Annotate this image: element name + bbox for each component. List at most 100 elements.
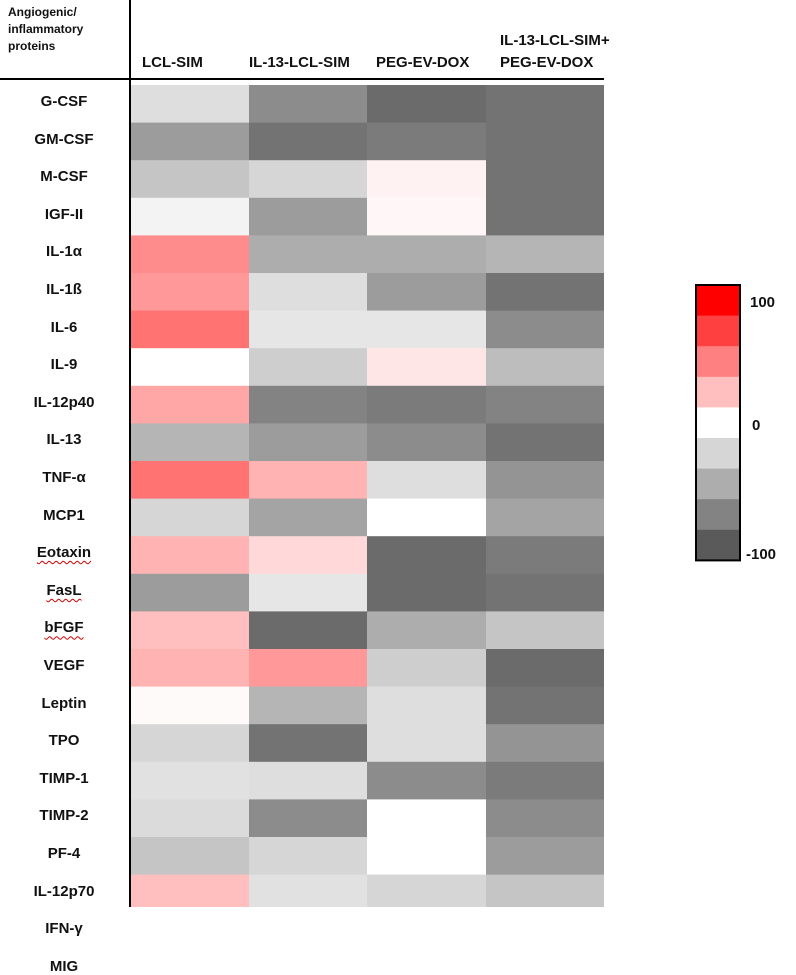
heatmap-cell-21-2 <box>367 874 486 907</box>
row-label-6: IL-6 <box>50 318 78 336</box>
heatmap-cell-0-3 <box>486 85 604 124</box>
heatmap-cell-14-1 <box>249 611 367 650</box>
heatmap-cell-11-3 <box>486 498 604 537</box>
heatmap-cell-2-3 <box>486 160 604 199</box>
row-label-7: IL-9 <box>50 356 78 374</box>
colorbar-step-4 <box>696 407 740 439</box>
heatmap-cell-19-3 <box>486 799 604 838</box>
heatmap-cell-19-0 <box>130 799 249 838</box>
row-label-12: Eotaxin <box>36 544 92 562</box>
heatmap-cell-6-1 <box>249 310 367 349</box>
colorbar-frame <box>695 284 741 562</box>
row-label-9: IL-13 <box>46 431 82 449</box>
heatmap-cell-6-2 <box>367 310 486 349</box>
colorbar-step-5 <box>696 438 740 469</box>
row-label-20: PF-4 <box>47 845 81 862</box>
heatmap-cell-18-2 <box>367 761 486 800</box>
heatmap-cell-2-2 <box>367 160 486 199</box>
heatmap-cell-2-0 <box>130 160 249 199</box>
colorbar-step-3 <box>696 376 740 408</box>
heatmap-cell-19-1 <box>249 799 367 838</box>
heatmap-cell-21-1 <box>249 874 367 907</box>
heatmap-cell-21-0 <box>130 874 249 907</box>
heatmap-cell-6-3 <box>486 310 604 349</box>
heatmap-cell-15-2 <box>367 649 486 688</box>
heatmap-cell-1-3 <box>486 122 604 161</box>
heatmap-cell-3-2 <box>367 197 486 236</box>
colorbar-tick-label-2: -100 <box>746 546 777 563</box>
colorbar-step-1 <box>696 315 740 347</box>
heatmap-cell-20-0 <box>130 837 249 876</box>
heatmap-cell-7-1 <box>249 348 367 387</box>
heatmap-cell-11-2 <box>367 498 486 537</box>
corner-title: Angiogenic/ inflammatory proteins <box>8 5 84 53</box>
heatmap-cell-12-0 <box>130 536 249 575</box>
row-label-1: GM-CSF <box>34 130 94 148</box>
heatmap-cell-6-0 <box>130 310 249 349</box>
row-label-22: IFN-γ <box>45 920 83 938</box>
row-label-8: IL-12p40 <box>33 393 95 411</box>
heatmap-cell-21-3 <box>486 874 604 907</box>
row-label-23: MIG <box>49 957 79 975</box>
heatmap-cell-18-1 <box>249 761 367 800</box>
row-label-21: IL-12p70 <box>33 882 95 900</box>
heatmap-cell-1-1 <box>249 122 367 161</box>
heatmap-cell-5-3 <box>486 273 604 312</box>
row-label-0: G-CSF <box>40 93 88 110</box>
row-label-15: VEGF <box>43 657 85 674</box>
heatmap-cell-9-1 <box>249 423 367 462</box>
heatmap-cell-0-2 <box>367 85 486 124</box>
row-label-3: IGF-II <box>44 205 84 223</box>
row-label-14: bFGF <box>44 619 84 637</box>
heatmap-cell-15-1 <box>249 649 367 688</box>
heatmap-cell-5-0 <box>130 273 249 312</box>
heatmap-cell-10-2 <box>367 461 486 500</box>
heatmap-cell-17-2 <box>367 724 486 763</box>
column-header-3: IL-13-LCL-SIM+ PEG-EV-DOX <box>500 32 610 71</box>
heatmap-cell-14-2 <box>367 611 486 650</box>
heatmap-cell-16-3 <box>486 686 604 725</box>
row-label-4: IL-1α <box>46 243 82 261</box>
heatmap-cell-7-3 <box>486 348 604 387</box>
heatmap-cell-20-2 <box>367 837 486 876</box>
heatmap-cell-4-2 <box>367 235 486 274</box>
heatmap-cell-8-0 <box>130 385 249 424</box>
heatmap-cell-4-3 <box>486 235 604 274</box>
heatmap-cell-11-0 <box>130 498 249 537</box>
heatmap-cell-16-1 <box>249 686 367 725</box>
colorbar-step-8 <box>696 529 740 561</box>
heatmap-cell-10-3 <box>486 461 604 500</box>
heatmap-cell-13-1 <box>249 573 367 612</box>
heatmap-cell-20-3 <box>486 837 604 876</box>
row-label-16: Leptin <box>41 694 87 712</box>
heatmap-cell-18-0 <box>130 761 249 800</box>
heatmap-cell-8-3 <box>486 385 604 424</box>
heatmap-cell-5-2 <box>367 273 486 312</box>
colorbar-step-6 <box>696 468 740 500</box>
column-header-0: LCL-SIM <box>142 54 203 71</box>
colorbar-step-0 <box>696 285 740 316</box>
row-label-5: IL-1ß <box>46 281 82 298</box>
heatmap-cell-17-1 <box>249 724 367 763</box>
heatmap-cell-3-1 <box>249 197 367 236</box>
heatmap-cell-12-1 <box>249 536 367 575</box>
heatmap-cell-17-3 <box>486 724 604 763</box>
colorbar-step-7 <box>696 499 740 531</box>
heatmap-chart <box>0 0 741 907</box>
heatmap-cell-14-3 <box>486 611 604 650</box>
heatmap-cell-13-3 <box>486 573 604 612</box>
heatmap-cell-16-2 <box>367 686 486 725</box>
heatmap-cell-3-0 <box>130 197 249 236</box>
heatmap-cell-1-2 <box>367 122 486 161</box>
heatmap-cell-20-1 <box>249 837 367 876</box>
heatmap-cell-10-1 <box>249 461 367 500</box>
heatmap-cell-7-0 <box>130 348 249 387</box>
heatmap-cell-14-0 <box>130 611 249 650</box>
row-label-19: TIMP-2 <box>39 807 89 825</box>
heatmap-cell-12-2 <box>367 536 486 575</box>
colorbar-tick-label-1: 0 <box>752 417 761 434</box>
heatmap-cell-8-2 <box>367 385 486 424</box>
heatmap-cell-9-0 <box>130 423 249 462</box>
heatmap-cell-13-0 <box>130 573 249 612</box>
row-label-11: MCP1 <box>43 506 85 524</box>
